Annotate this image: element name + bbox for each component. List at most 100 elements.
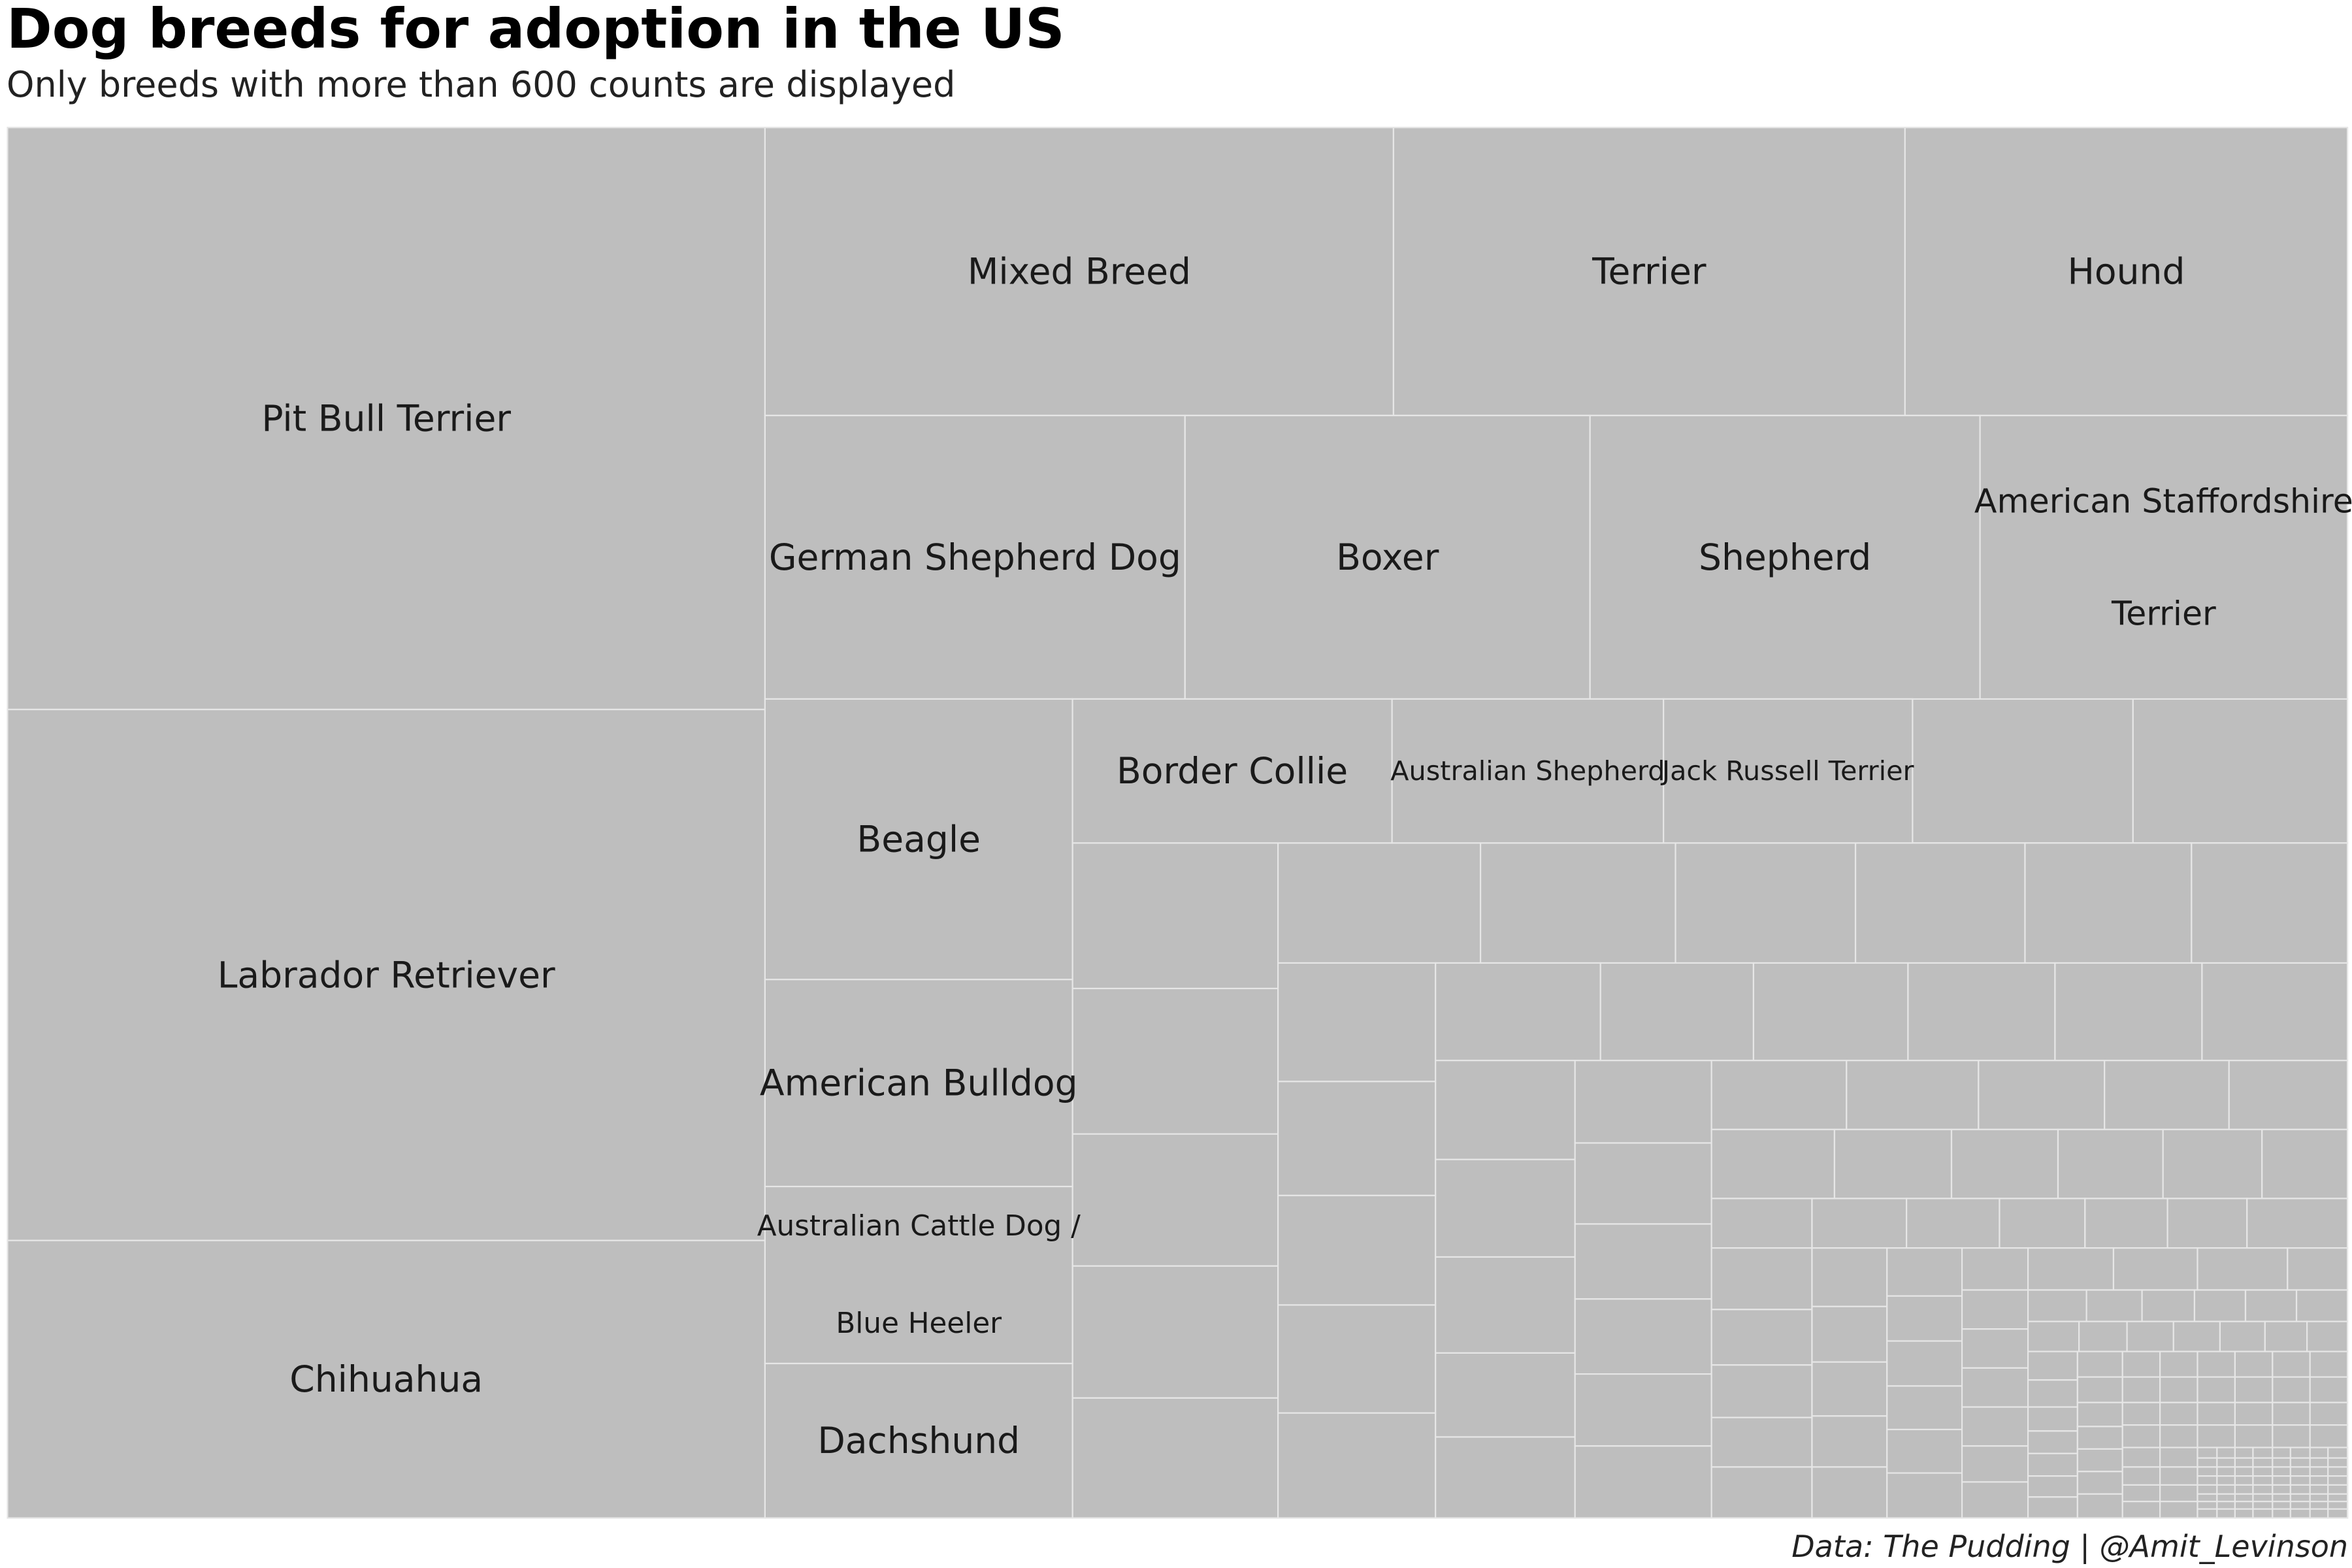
treemap-tile	[1574, 1373, 1712, 1447]
treemap-tile	[2159, 1401, 2198, 1426]
treemap-tile	[2076, 1448, 2123, 1473]
treemap-tile	[2027, 1379, 2078, 1408]
treemap-tile	[2309, 1446, 2329, 1459]
treemap-tile	[2172, 1320, 2221, 1352]
treemap-tile	[1277, 962, 1437, 1083]
tile-german-shepherd-dog	[764, 414, 1186, 700]
treemap-tile	[2252, 1466, 2274, 1477]
treemap-tile	[1071, 1265, 1279, 1399]
treemap-tile	[1978, 1060, 2106, 1130]
treemap-tile	[1886, 1428, 1963, 1474]
treemap-tile	[2309, 1508, 2329, 1519]
treemap-tile	[2197, 1424, 2236, 1448]
treemap-tile	[2327, 1457, 2349, 1468]
treemap-tile	[1574, 1142, 1712, 1225]
treemap-tile	[2078, 1320, 2128, 1352]
treemap-tile	[1710, 1364, 1813, 1418]
treemap-tile	[2252, 1457, 2274, 1468]
treemap-tile	[1071, 1397, 1279, 1519]
treemap-tile	[2159, 1484, 2198, 1503]
treemap-tile	[1435, 1060, 1576, 1160]
treemap-tile	[2197, 1466, 2218, 1477]
treemap-tile	[2327, 1466, 2349, 1477]
treemap-tile	[2272, 1446, 2291, 1459]
treemap-tile	[2197, 1508, 2218, 1519]
treemap-tile	[1277, 1194, 1437, 1306]
treemap-tile	[1071, 1133, 1279, 1267]
treemap-tile	[2306, 1320, 2349, 1352]
treemap-tile	[1435, 962, 1601, 1062]
treemap-tile	[2076, 1493, 2123, 1519]
treemap-tile	[2159, 1424, 2198, 1448]
tile-chihuahua-label: Chihuahua	[289, 1358, 483, 1400]
treemap-tile	[2264, 1320, 2308, 1352]
treemap-tile	[2289, 1446, 2311, 1459]
treemap-tile	[1574, 1298, 1712, 1375]
treemap-tile	[2289, 1457, 2311, 1468]
treemap-tile	[2252, 1484, 2274, 1495]
treemap-tile	[2228, 1060, 2349, 1130]
treemap-tile	[2272, 1493, 2291, 1503]
treemap-tile	[2252, 1493, 2274, 1503]
tile-shepherd-label: Shepherd	[1699, 536, 1871, 578]
treemap-tile	[1886, 1472, 1963, 1519]
treemap-tile	[1574, 1445, 1712, 1519]
tile-beagle-label: Beagle	[857, 819, 981, 860]
treemap-tile	[2234, 1424, 2274, 1448]
treemap-tile	[1854, 842, 2026, 964]
tile-pit-bull-terrier	[7, 127, 766, 711]
tile-border-collie-label: Border Collie	[1117, 750, 1348, 792]
tile-labrador-retriever	[7, 708, 766, 1241]
treemap-tile	[2027, 1289, 2087, 1322]
treemap-tile	[2309, 1501, 2329, 1510]
treemap-tile	[1710, 1247, 1813, 1311]
chart-title: Dog breeds for adoption in the US	[7, 0, 1065, 61]
treemap-tile	[1912, 698, 2134, 844]
treemap-tile	[2252, 1475, 2274, 1486]
treemap-tile	[2054, 962, 2203, 1062]
treemap-tile	[1907, 962, 2056, 1062]
treemap-tile	[1811, 1198, 1908, 1249]
treemap-tile	[1961, 1445, 2029, 1483]
treemap-tile	[2234, 1475, 2254, 1486]
treemap-tile	[1961, 1367, 2029, 1408]
treemap-tile	[2159, 1376, 2198, 1403]
treemap-tile	[2193, 1289, 2247, 1322]
treemap-tile	[2121, 1446, 2161, 1468]
treemap-tile	[1961, 1406, 2029, 1447]
treemap-tile	[1435, 1352, 1576, 1438]
treemap-tile	[1479, 842, 1676, 964]
tile-pit-bull-terrier-label: Pit Bull Terrier	[261, 398, 511, 440]
tile-australian-cattle-dog-blue-heeler-label: Australian Cattle Dog /	[757, 1210, 1081, 1243]
treemap-tile	[1811, 1415, 1888, 1468]
treemap-tile	[2027, 1430, 2078, 1454]
treemap-tile	[2289, 1501, 2311, 1510]
treemap-tile	[2289, 1508, 2311, 1519]
treemap-tile	[1833, 1128, 1953, 1200]
tile-dachshund-label: Dachshund	[817, 1420, 1020, 1462]
tile-hound	[1904, 127, 2349, 417]
treemap-tile	[2234, 1376, 2274, 1403]
treemap-tile	[2309, 1493, 2329, 1503]
treemap-tile	[2234, 1466, 2254, 1477]
tile-boxer	[1184, 414, 1591, 700]
treemap-tile	[2309, 1401, 2349, 1426]
treemap-tile	[1710, 1128, 1836, 1200]
treemap-tile	[2234, 1493, 2254, 1503]
treemap-tile	[1886, 1340, 1963, 1387]
tile-border-collie	[1071, 698, 1393, 844]
treemap-tile	[2216, 1457, 2236, 1468]
tile-mixed-breed-label: Mixed Breed	[968, 251, 1191, 293]
tile-terrier	[1392, 127, 1906, 417]
tile-american-staffordshire-terrier-label: Terrier	[2111, 595, 2216, 633]
tile-jack-russell-terrier-label: Jack Russell Terrier	[1660, 755, 1914, 787]
treemap-tile	[2076, 1376, 2123, 1403]
treemap-tile	[2162, 1128, 2263, 1200]
treemap-tile	[2219, 1320, 2266, 1352]
treemap-tile	[2272, 1376, 2311, 1403]
treemap-tile	[2197, 1247, 2289, 1291]
treemap-tile	[1811, 1361, 1888, 1417]
treemap-tile	[2104, 1060, 2230, 1130]
treemap-tile	[1961, 1328, 2029, 1369]
treemap-tile	[1071, 842, 1279, 990]
